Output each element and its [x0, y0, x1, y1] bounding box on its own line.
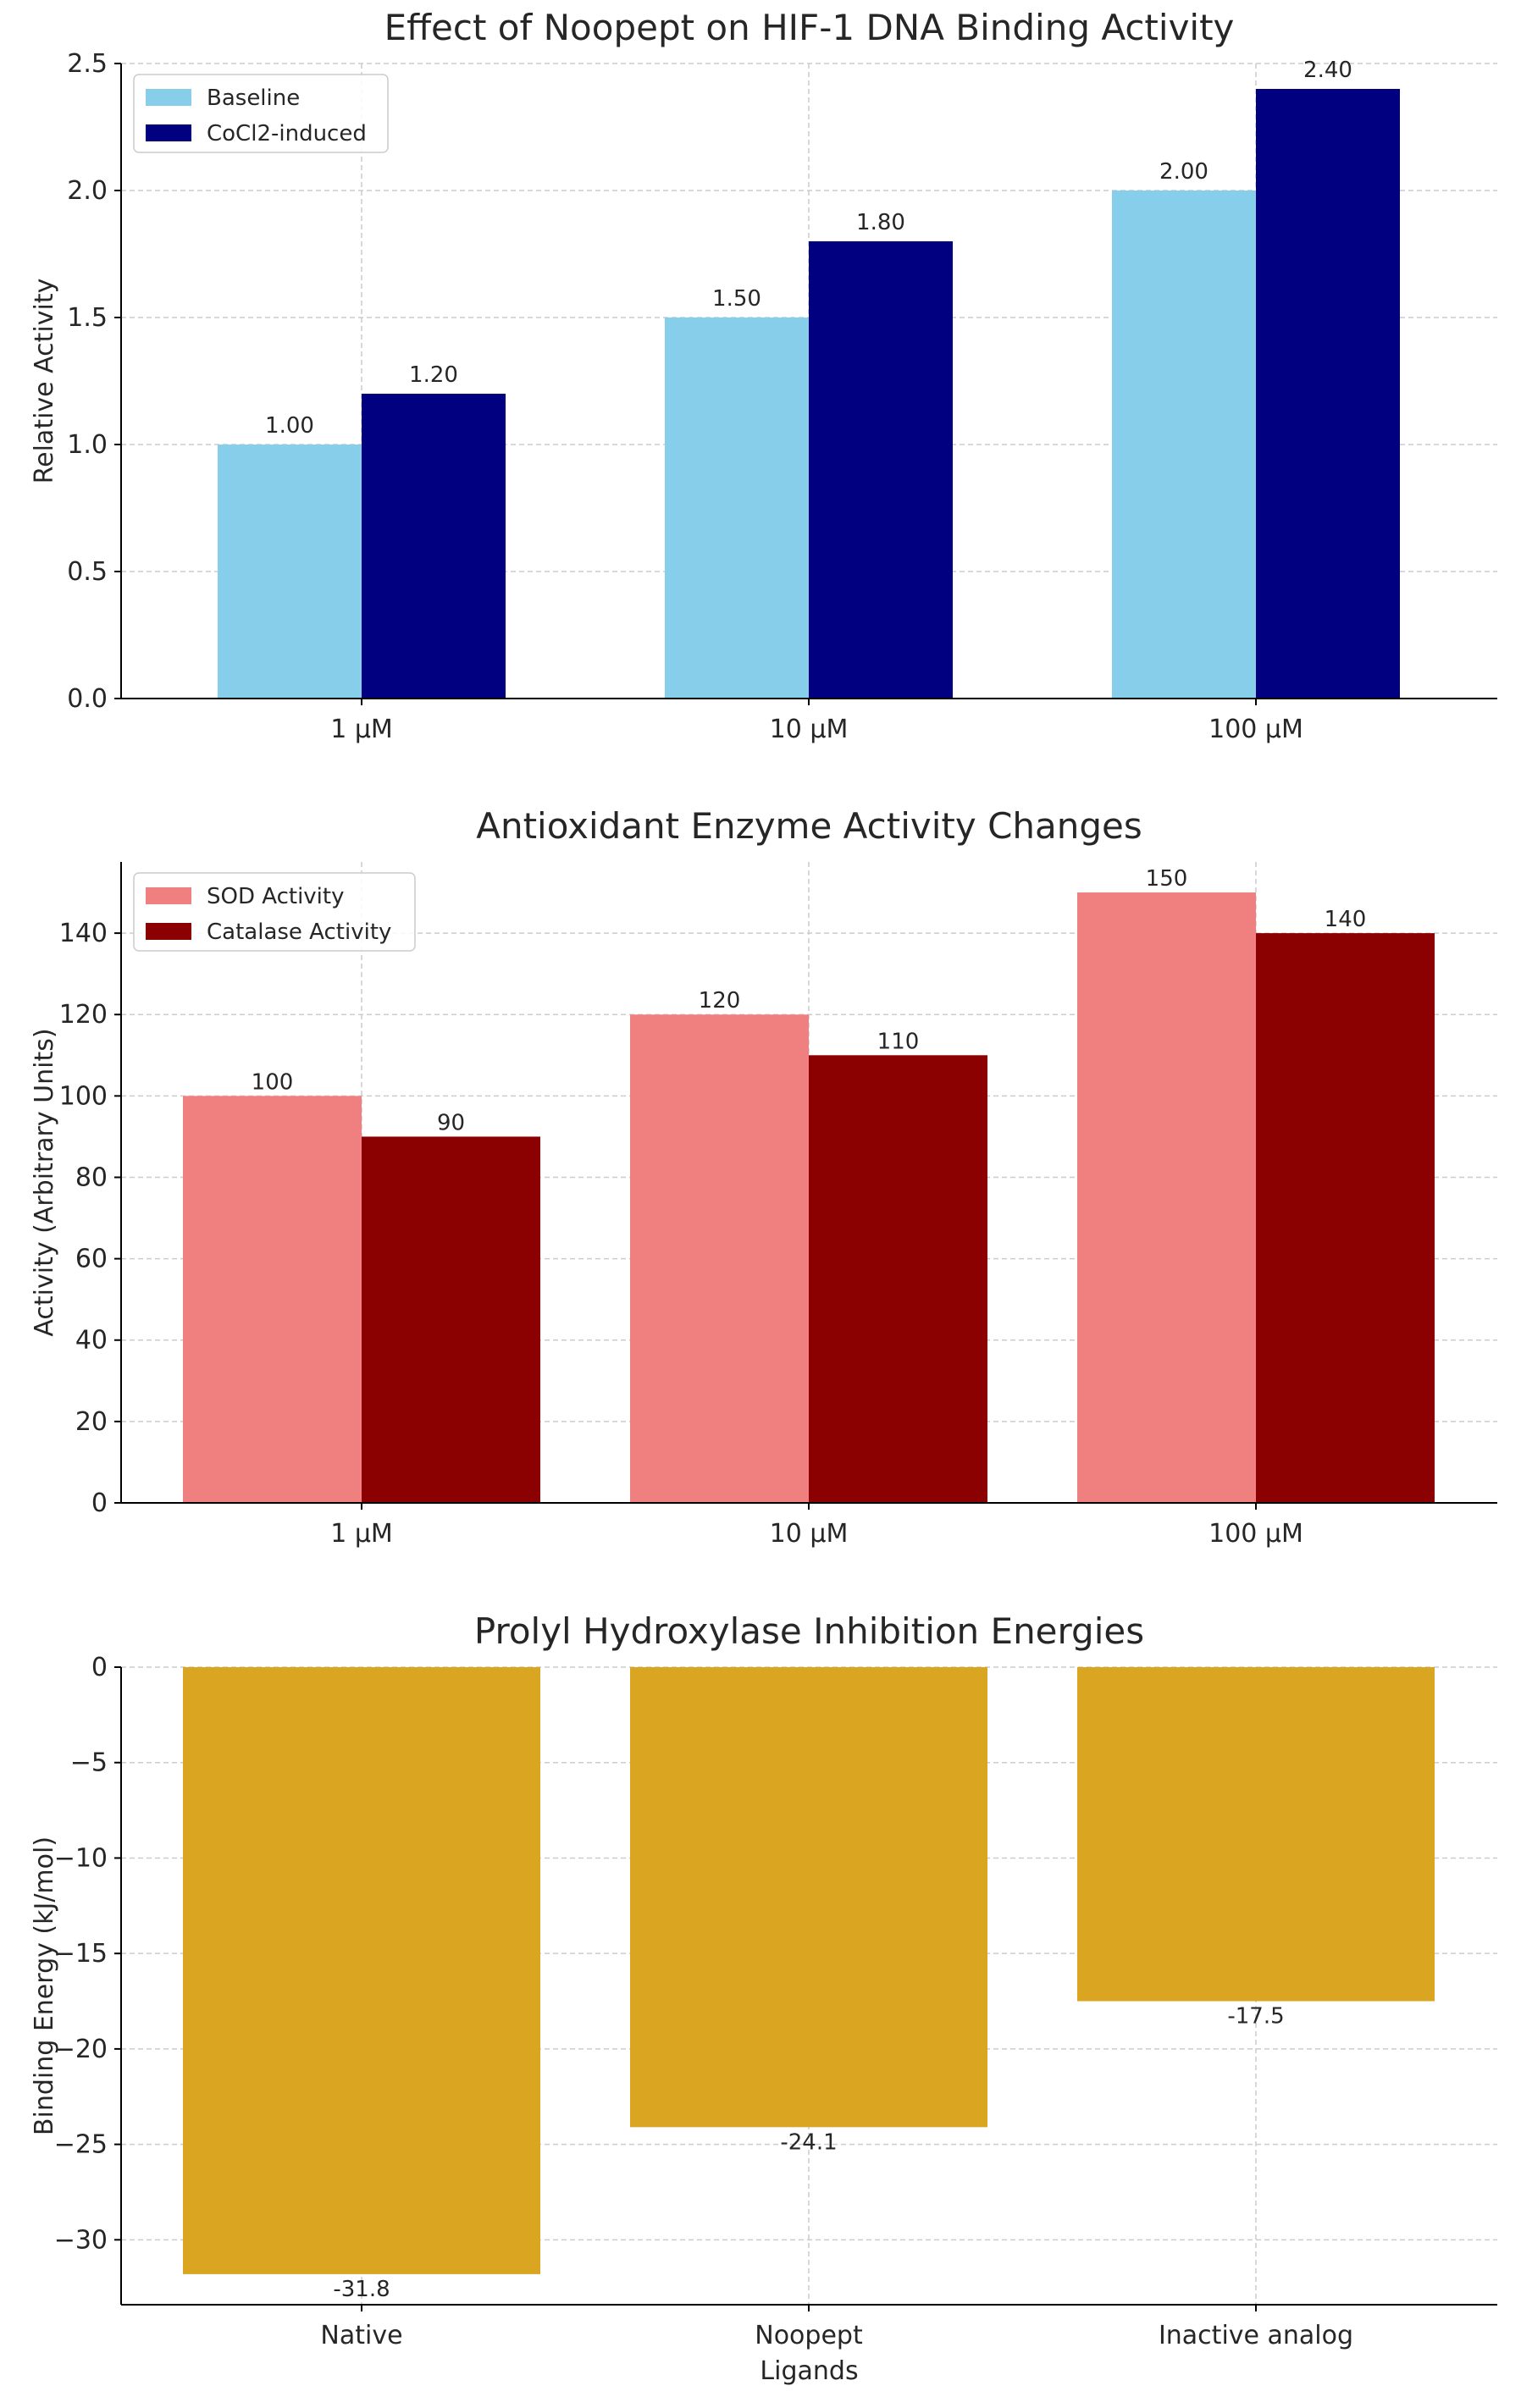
bar-100-μM-CoCl2-induced: [1256, 89, 1400, 699]
chart-title: Prolyl Hydroxylase Inhibition Energies: [474, 1610, 1144, 1652]
bar-value-label: 1.50: [712, 286, 761, 312]
bar-value-label: -17.5: [1227, 2004, 1284, 2030]
bar-10-μM-Baseline: [665, 318, 809, 699]
y-tick-label: 1.5: [67, 303, 108, 333]
chart-title: Antioxidant Enzyme Activity Changes: [476, 805, 1142, 847]
legend-entry: CoCl2-induced: [207, 121, 367, 146]
x-tick-label: 1 μM: [330, 1519, 393, 1549]
legend-frame: [133, 872, 416, 952]
y-tick-label: 100: [59, 1081, 108, 1111]
chart-title: Effect of Noopept on HIF-1 DNA Binding A…: [384, 7, 1235, 48]
y-tick-label: −20: [54, 2035, 108, 2064]
x-tick-label: Inactive analog: [1159, 2321, 1353, 2350]
legend: Baseline CoCl2-induced: [133, 74, 389, 153]
legend-swatch: [146, 124, 191, 141]
legend: SOD Activity Catalase Activity: [133, 872, 416, 952]
bar-100-μM-Catalase-Activity: [1256, 933, 1435, 1503]
y-tick-label: 0: [91, 1653, 108, 1682]
x-tick-label: 10 μM: [770, 715, 849, 744]
bar-Noopept: [630, 1667, 987, 2128]
x-axis-label: Ligands: [760, 2356, 858, 2386]
x-tick-label: 100 μM: [1209, 715, 1303, 744]
y-tick-label: 140: [59, 919, 108, 948]
bar-value-label: 1.20: [409, 362, 458, 388]
bar-value-label: -24.1: [780, 2129, 837, 2155]
chart-1: 1.00 1.50 2.00 1.20 1.80 2.40 0.0 0.5 1.0 1.5 2.0 2…: [30, 7, 1497, 744]
bar-1-μM-SOD-Activity: [183, 1096, 362, 1503]
y-tick-label: −10: [54, 1843, 108, 1873]
bar-value-label: 2.40: [1303, 58, 1352, 83]
bar-value-label: 100: [252, 1069, 294, 1095]
y-tick-label: 2.0: [67, 176, 108, 206]
y-tick-label: 2.5: [67, 49, 108, 79]
bar-value-label: 1.80: [856, 210, 905, 235]
bar-value-label: 140: [1325, 907, 1367, 932]
legend-swatch: [146, 89, 191, 106]
y-tick-label: −15: [54, 1939, 108, 1969]
x-tick-label: Native: [320, 2321, 402, 2350]
chart-3: -31.8 -24.1 -17.5 0 −5 −10 −15 −20 −25 −30 Native N…: [30, 1610, 1497, 2386]
y-tick-label: 60: [75, 1245, 108, 1274]
legend-frame: [133, 74, 389, 153]
bar-value-label: 110: [877, 1029, 920, 1054]
y-tick-label: −25: [54, 2130, 108, 2160]
bar-100-μM-SOD-Activity: [1077, 892, 1256, 1503]
bar-value-label: 2.00: [1159, 159, 1209, 185]
y-tick-label: −5: [70, 1748, 108, 1778]
y-tick-label: 80: [75, 1163, 108, 1192]
y-tick-label: 0: [91, 1488, 108, 1518]
bar-value-label: -31.8: [333, 2277, 390, 2302]
y-tick-label: 0.0: [67, 684, 108, 714]
bar-100-μM-Baseline: [1112, 191, 1256, 699]
bar-value-label: 120: [699, 988, 741, 1013]
legend-swatch: [146, 923, 191, 940]
y-axis-label: Relative Activity: [30, 279, 59, 484]
bar-10-μM-CoCl2-induced: [809, 241, 953, 699]
y-tick-label: 1.0: [67, 430, 108, 460]
bar-1-μM-CoCl2-induced: [362, 394, 506, 699]
y-tick-label: 20: [75, 1407, 108, 1437]
y-tick-label: 120: [59, 1000, 108, 1030]
x-tick-label: 1 μM: [330, 715, 393, 744]
y-tick-label: −30: [54, 2225, 108, 2255]
legend-swatch: [146, 887, 191, 904]
legend-entry: Baseline: [207, 86, 300, 111]
chart-2: 100 120 150 90 110 140 0 20 40 60 80 100 120 140 1 μM 1…: [30, 805, 1497, 1549]
bar-value-label: 1.00: [265, 413, 314, 439]
x-tick-label: 10 μM: [770, 1519, 849, 1549]
y-axis-label: Activity (Arbitrary Units): [30, 1028, 59, 1336]
bar-1-μM-Baseline: [218, 445, 362, 699]
x-tick-label: Noopept: [755, 2321, 863, 2350]
bar-value-label: 90: [437, 1110, 465, 1135]
y-tick-label: 40: [75, 1326, 108, 1356]
legend-entry: Catalase Activity: [207, 920, 391, 945]
bar-1-μM-Catalase-Activity: [362, 1136, 540, 1503]
bar-Native: [183, 1667, 540, 2274]
legend-entry: SOD Activity: [207, 884, 345, 909]
bar-10-μM-Catalase-Activity: [809, 1055, 987, 1503]
x-tick-label: 100 μM: [1209, 1519, 1303, 1549]
y-tick-label: 0.5: [67, 557, 108, 587]
bar-value-label: 150: [1146, 866, 1188, 892]
bar-10-μM-SOD-Activity: [630, 1014, 809, 1503]
bar-Inactive-analog: [1077, 1667, 1435, 2002]
y-axis-label: Binding Energy (kJ/mol): [30, 1836, 59, 2135]
